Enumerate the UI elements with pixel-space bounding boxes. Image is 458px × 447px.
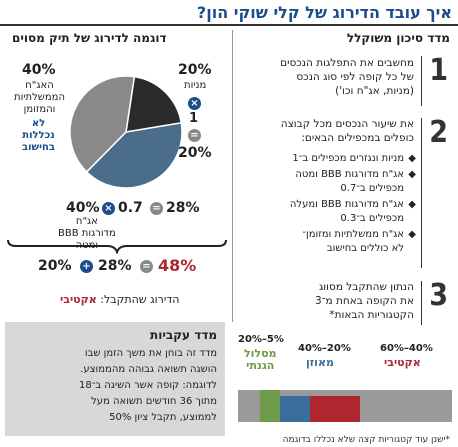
sum-stocks: 20% bbox=[38, 258, 72, 274]
cat-balanced-bar bbox=[280, 396, 310, 422]
pie-pct-gov: 40% bbox=[22, 62, 56, 78]
step-3-text: הנתון שהתקבל מסווג את הקופה באחת מ־3 הקט… bbox=[315, 281, 414, 321]
page-title: איך עובד הדירוג של קלי שוקי הון? bbox=[196, 3, 452, 22]
step-2-text: את שיעור הנכסים מכל קבוצה כופלים במכפילי… bbox=[280, 118, 414, 144]
step-2-divider bbox=[421, 118, 422, 268]
equals-icon: = bbox=[140, 260, 153, 273]
pie-pct-stocks: 20% bbox=[178, 62, 212, 78]
cat-active-name: אקטיבי bbox=[384, 356, 421, 369]
result-line: הדירוג שהתקבל: אקטיבי bbox=[60, 293, 180, 306]
bullet-item: ◆ מניות ונגזרים מכפילים ב־1 bbox=[292, 153, 416, 164]
step-2-bullets: ◆ מניות ונגזרים מכפילים ב־1 ◆ אג"ח מדורגות… bbox=[236, 152, 416, 256]
sum-brace bbox=[7, 239, 227, 254]
equals-icon: = bbox=[188, 129, 201, 142]
stocks-result: 20% bbox=[178, 145, 212, 161]
cat-defensive-bar bbox=[260, 390, 280, 422]
pie-slice bbox=[69, 75, 136, 173]
bbb-result: 28% bbox=[166, 200, 200, 216]
plus-icon: + bbox=[80, 260, 93, 273]
consistency-title: מדד עקביות bbox=[150, 328, 217, 342]
pie-label-gov: האג"ח הממשלתיות והמזומן bbox=[14, 80, 65, 115]
stocks-multiplier: 1 bbox=[189, 111, 199, 126]
step-1-number: 1 bbox=[429, 53, 448, 88]
step-1-divider bbox=[421, 56, 422, 106]
step-3-divider bbox=[421, 281, 422, 325]
sum-bbb: 28% bbox=[98, 258, 132, 274]
title-rule bbox=[0, 24, 458, 26]
times-icon: × bbox=[102, 202, 115, 215]
pie-label-stocks: מניות bbox=[184, 80, 207, 91]
pie-slice bbox=[85, 121, 183, 189]
sum-total: 48% bbox=[158, 256, 197, 275]
bullet-item: ◆ אג"ח ממשלתיות ומזומן־ לא כוללים בחישוב bbox=[302, 229, 416, 254]
bullet-item: ◆ אג"ח מדורגות BBB ומעלה מכפילים ב־0.3 bbox=[289, 199, 416, 224]
consistency-box: מדד עקביות מדד זה בוחן את משך הזמן שבו ה… bbox=[5, 322, 225, 436]
step-2-number: 2 bbox=[429, 115, 448, 150]
right-header: מדד סיכון משוקלל bbox=[346, 31, 450, 45]
cat-balanced-range: 40%–20% bbox=[298, 343, 351, 354]
consistency-text: מדד זה בוחן את משך הזמן שבו הושגה תשואה … bbox=[78, 348, 217, 423]
bullet-item: ◆ אג"ח מדורגות BBB ומטה מכפילים ב־0.7 bbox=[295, 169, 416, 194]
pie-chart bbox=[69, 75, 183, 189]
step-1-text: מחשבים את התפלגות הנכסים של כל קופה לפי … bbox=[280, 57, 414, 97]
category-bar bbox=[238, 390, 452, 422]
equals-icon: = bbox=[150, 202, 163, 215]
column-divider bbox=[232, 30, 233, 322]
times-icon: × bbox=[188, 97, 201, 110]
cat-balanced-name: מאוזן bbox=[306, 356, 334, 369]
pie-pct-bbb: 40% bbox=[66, 200, 100, 216]
left-header: דוגמה לדירוג של תיק מסוים bbox=[12, 31, 167, 45]
cat-defensive-range: 20%–5% bbox=[238, 334, 284, 345]
pie-slice bbox=[125, 75, 183, 133]
cat-defensive-name: מסלול הגנתי bbox=[244, 347, 277, 372]
footer-note: *ישנן עוד קטגוריות קצה שלא נכללו בדוגמה bbox=[282, 435, 450, 445]
cat-active-bar bbox=[310, 396, 360, 422]
bbb-multiplier: 0.7 bbox=[118, 200, 143, 216]
pie-label-not-counted: לא נכללות בחישוב bbox=[22, 118, 56, 153]
cat-active-range: 60%–40% bbox=[380, 343, 433, 354]
step-3-number: 3 bbox=[429, 278, 448, 313]
